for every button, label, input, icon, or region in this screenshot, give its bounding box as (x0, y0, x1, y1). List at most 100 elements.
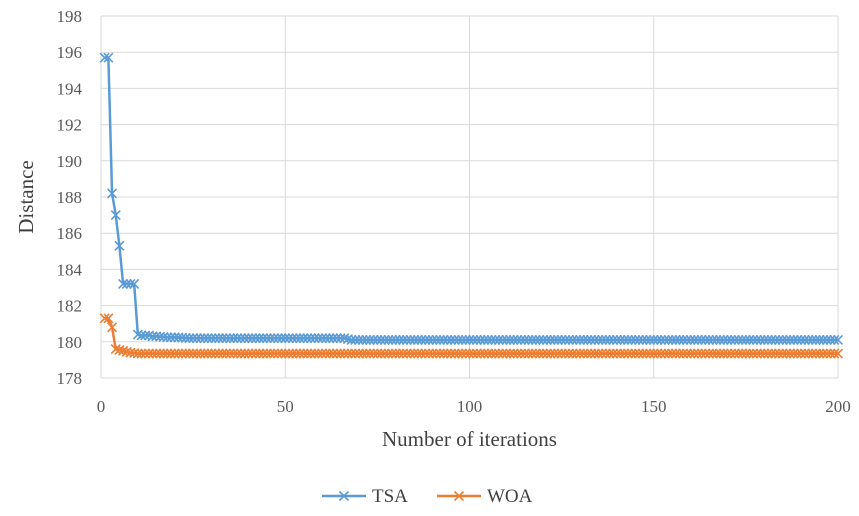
data-point-marker (516, 334, 527, 346)
data-point-marker (678, 334, 689, 346)
data-point-marker (722, 348, 733, 359)
data-point-marker (188, 348, 199, 359)
data-point-marker (383, 348, 394, 359)
data-point-marker (276, 333, 287, 344)
data-point-marker (446, 334, 457, 346)
y-tick-label: 186 (57, 224, 83, 243)
data-point-marker (361, 348, 372, 359)
data-point-marker (810, 348, 821, 359)
data-point-marker (541, 334, 552, 346)
data-point-marker (434, 348, 446, 359)
series-woa (99, 313, 844, 359)
data-point-marker (490, 334, 501, 346)
data-point-marker (313, 333, 324, 344)
data-point-marker (567, 334, 578, 346)
data-point-marker (287, 333, 298, 344)
data-point-marker (368, 334, 379, 346)
data-point-marker (265, 333, 276, 344)
data-point-marker (608, 348, 619, 359)
legend: TSA WOA (322, 486, 533, 507)
data-point-marker (247, 348, 258, 359)
data-point-marker (232, 333, 243, 344)
data-point-marker (538, 348, 549, 359)
data-point-marker (199, 348, 210, 359)
data-point-marker (516, 348, 527, 359)
data-point-marker (177, 348, 188, 359)
data-point-marker (387, 334, 398, 346)
data-point-marker (722, 334, 733, 346)
data-point-marker (372, 334, 383, 346)
data-point-marker (549, 348, 560, 359)
data-point-marker (243, 348, 254, 359)
data-point-marker (707, 334, 718, 346)
data-point-marker (350, 334, 361, 346)
data-point-marker (401, 348, 412, 359)
data-point-marker (276, 348, 287, 359)
data-point-marker (633, 334, 645, 346)
data-point-marker (718, 348, 729, 359)
data-point-marker (825, 334, 836, 346)
legend-marker (453, 490, 465, 502)
data-point-marker (250, 333, 261, 344)
data-point-marker (796, 348, 807, 359)
data-point-marker (199, 333, 210, 344)
data-point-marker (479, 348, 490, 359)
data-point-marker (597, 334, 608, 346)
y-tick-label: 198 (57, 7, 83, 26)
data-point-marker (796, 334, 807, 346)
data-point-marker (460, 348, 471, 359)
data-point-marker (438, 348, 449, 359)
data-point-marker (464, 334, 475, 346)
data-point-marker (118, 345, 129, 356)
data-point-marker (821, 348, 833, 359)
data-point-marker (740, 334, 751, 346)
data-point-marker (715, 334, 726, 346)
data-point-marker (508, 334, 519, 346)
data-point-marker (501, 348, 512, 359)
x-tick-label: 50 (277, 397, 294, 416)
data-point-marker (818, 334, 829, 346)
data-point-marker (217, 348, 228, 359)
data-point-marker (298, 333, 309, 344)
data-point-marker (191, 348, 202, 359)
legend-item-tsa: TSA (322, 486, 408, 507)
data-point-marker (479, 334, 490, 346)
data-point-marker (420, 334, 431, 346)
data-point-marker (165, 332, 177, 343)
data-point-marker (493, 348, 505, 359)
legend-label: TSA (372, 486, 408, 507)
data-point-marker (630, 348, 641, 359)
data-point-marker (228, 333, 239, 344)
data-point-marker (442, 348, 453, 359)
data-point-marker (560, 348, 571, 359)
data-point-marker (213, 333, 224, 344)
x-axis-ticks: 0 50 100 150 200 (97, 397, 851, 416)
data-point-marker (324, 348, 335, 359)
data-point-marker (258, 333, 269, 344)
data-point-marker (471, 334, 482, 346)
y-axis-title: Distance (14, 160, 38, 233)
data-point-marker (744, 348, 755, 359)
data-point-marker (681, 334, 692, 346)
data-point-marker (626, 348, 637, 359)
data-point-marker (519, 334, 530, 346)
data-point-marker (619, 348, 630, 359)
data-point-marker (652, 348, 663, 359)
data-point-marker (398, 348, 409, 359)
data-point-marker (740, 348, 751, 359)
data-point-marker (729, 334, 740, 346)
data-point-marker (224, 348, 236, 359)
data-point-marker (158, 348, 169, 359)
data-point-marker (630, 334, 641, 346)
data-point-marker (283, 348, 295, 359)
data-point-marker (309, 348, 320, 359)
data-point-marker (206, 348, 217, 359)
data-point-marker (125, 278, 136, 289)
data-point-marker (733, 348, 744, 359)
data-point-marker (527, 348, 538, 359)
data-point-marker (173, 348, 184, 359)
data-point-marker (328, 333, 339, 344)
data-point-marker (339, 348, 350, 359)
x-tick-label: 150 (641, 397, 667, 416)
